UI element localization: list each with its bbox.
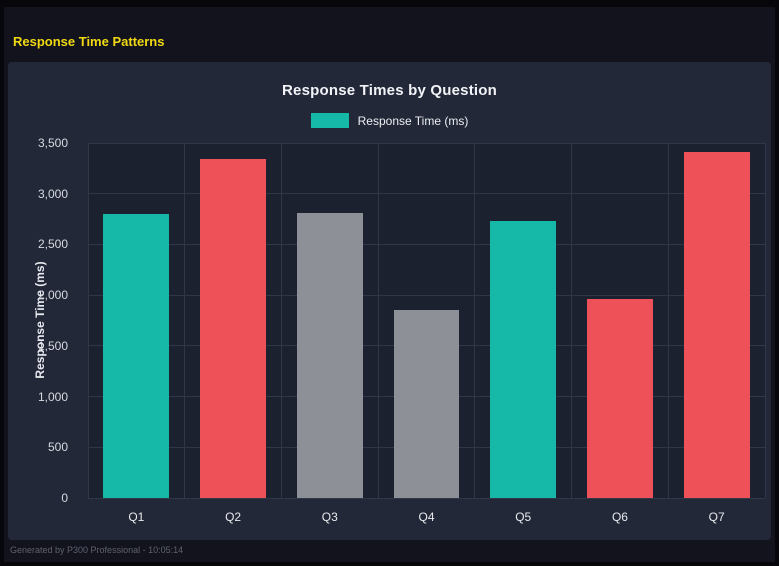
bar-q7[interactable]	[683, 152, 750, 498]
page-title: Response Time Patterns	[13, 34, 165, 49]
legend[interactable]: Response Time (ms)	[8, 113, 771, 128]
h-gridline	[88, 142, 765, 144]
y-tick-label: 2,500	[37, 237, 68, 252]
x-tick-label: Q4	[418, 510, 435, 524]
y-tick-label: 1,000	[37, 389, 68, 404]
bar-column	[185, 143, 282, 498]
bar-column	[475, 143, 572, 498]
bar-column	[668, 143, 765, 498]
y-tick-labels: 0 500 1,000 1,500 2,000 2,500 3,000 3,500	[8, 136, 80, 505]
plot-area	[87, 142, 766, 499]
y-tick-label: 500	[47, 440, 68, 455]
h-gridline	[88, 193, 765, 195]
v-gridline	[280, 143, 282, 498]
bars-layer	[88, 143, 765, 498]
chart-title: Response Times by Question	[282, 82, 497, 99]
bar-column	[572, 143, 669, 498]
v-gridline	[667, 143, 669, 498]
y-tick-label: 3,500	[37, 136, 68, 150]
legend-swatch	[310, 113, 349, 128]
chart-area	[87, 142, 766, 499]
bar-column	[378, 143, 475, 498]
h-gridline	[88, 497, 765, 499]
x-tick-label: Q1	[128, 510, 145, 524]
x-tick-label: Q2	[225, 510, 242, 524]
bar-q1[interactable]	[103, 214, 170, 498]
bar-q4[interactable]	[393, 310, 460, 498]
v-gridline	[87, 143, 89, 498]
y-tick-label: 1,500	[37, 338, 68, 353]
bar-column	[281, 143, 378, 498]
footer-text: Generated by P300 Professional - 10:05:1…	[10, 545, 184, 555]
v-gridline	[571, 143, 573, 498]
h-gridline	[88, 243, 765, 245]
bar-q3[interactable]	[296, 213, 363, 498]
bar-q5[interactable]	[490, 221, 557, 498]
v-gridline	[184, 143, 186, 498]
x-tick-label: Q7	[708, 510, 725, 524]
h-gridline	[88, 294, 765, 296]
v-gridline	[377, 143, 379, 498]
v-gridline	[474, 143, 476, 498]
x-tick-label: Q5	[515, 510, 532, 524]
y-tick-label: 3,000	[37, 186, 68, 201]
x-tick-label: Q6	[611, 510, 628, 524]
legend-label: Response Time (ms)	[357, 113, 469, 128]
v-gridline	[764, 143, 766, 498]
chart-card: Response Times by Question Response Time…	[8, 62, 771, 540]
bar-q2[interactable]	[200, 159, 266, 498]
x-axis-labels: Q1 Q2 Q3 Q4 Q5 Q6 Q7	[88, 510, 765, 524]
y-tick-label: 0	[61, 491, 68, 505]
bar-q6[interactable]	[587, 299, 653, 498]
y-tick-label: 2,000	[37, 288, 68, 303]
bar-column	[88, 143, 185, 498]
x-tick-label: Q3	[321, 510, 338, 524]
